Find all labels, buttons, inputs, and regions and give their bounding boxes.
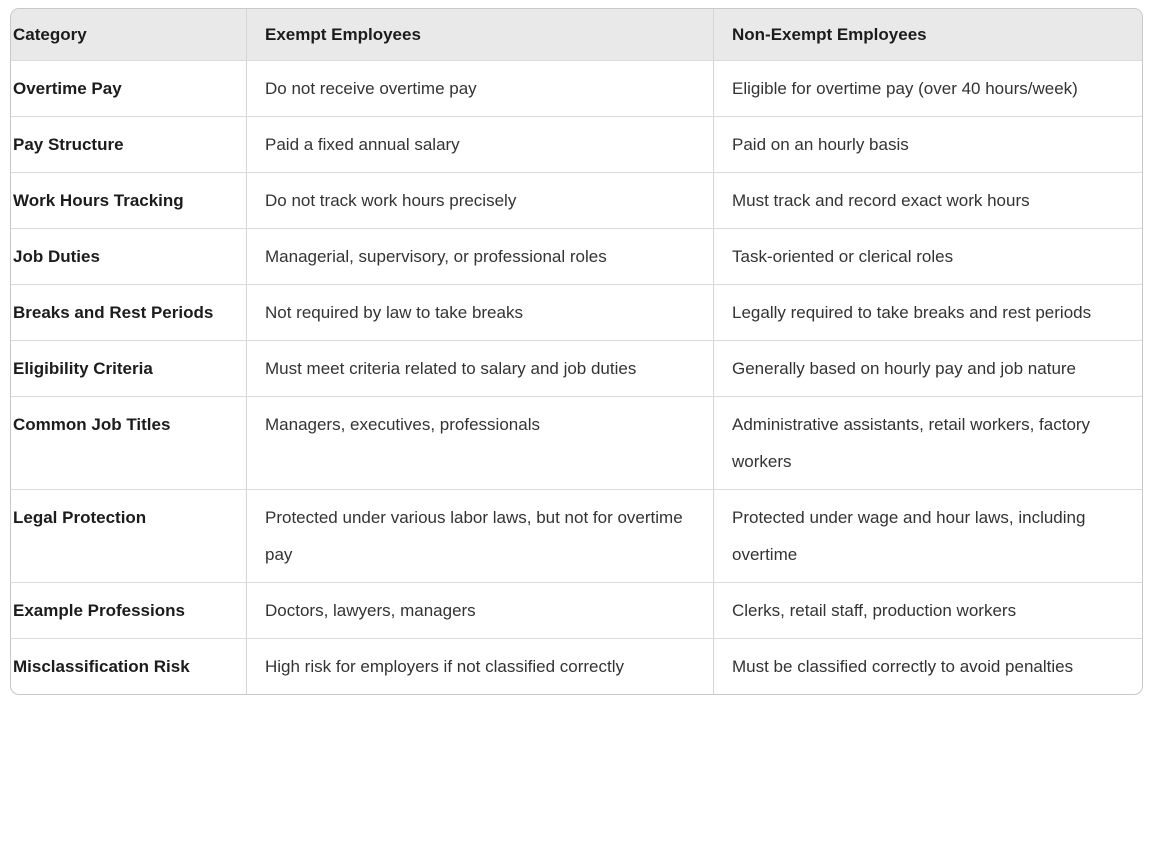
cell-category: Common Job Titles [11,396,246,489]
table-row: Breaks and Rest Periods Not required by … [11,284,1142,340]
table-row: Common Job Titles Managers, executives, … [11,396,1142,489]
cell-exempt: Do not receive overtime pay [246,60,713,116]
cell-category: Misclassification Risk [11,638,246,694]
cell-non-exempt: Protected under wage and hour laws, incl… [713,489,1142,582]
header-cell-exempt: Exempt Employees [246,9,713,60]
exempt-vs-nonexempt-table: Category Exempt Employees Non-Exempt Emp… [10,8,1143,695]
cell-non-exempt: Must track and record exact work hours [713,172,1142,228]
cell-exempt: Must meet criteria related to salary and… [246,340,713,396]
header-cell-non-exempt: Non-Exempt Employees [713,9,1142,60]
cell-category: Legal Protection [11,489,246,582]
cell-non-exempt: Must be classified correctly to avoid pe… [713,638,1142,694]
header-cell-category: Category [11,9,246,60]
cell-category: Eligibility Criteria [11,340,246,396]
cell-non-exempt: Eligible for overtime pay (over 40 hours… [713,60,1142,116]
table-header: Category Exempt Employees Non-Exempt Emp… [11,9,1142,60]
cell-category: Pay Structure [11,116,246,172]
table-row: Eligibility Criteria Must meet criteria … [11,340,1142,396]
comparison-table-container: Category Exempt Employees Non-Exempt Emp… [10,8,1143,695]
cell-category: Overtime Pay [11,60,246,116]
cell-non-exempt: Generally based on hourly pay and job na… [713,340,1142,396]
cell-exempt: Do not track work hours precisely [246,172,713,228]
cell-exempt: Not required by law to take breaks [246,284,713,340]
table-row: Pay Structure Paid a fixed annual salary… [11,116,1142,172]
cell-category: Breaks and Rest Periods [11,284,246,340]
cell-category: Job Duties [11,228,246,284]
header-row: Category Exempt Employees Non-Exempt Emp… [11,9,1142,60]
cell-exempt: Doctors, lawyers, managers [246,582,713,638]
cell-exempt: Paid a fixed annual salary [246,116,713,172]
cell-category: Work Hours Tracking [11,172,246,228]
cell-non-exempt: Paid on an hourly basis [713,116,1142,172]
cell-category: Example Professions [11,582,246,638]
cell-non-exempt: Clerks, retail staff, production workers [713,582,1142,638]
table-row: Legal Protection Protected under various… [11,489,1142,582]
cell-exempt: Managers, executives, professionals [246,396,713,489]
cell-exempt: Managerial, supervisory, or professional… [246,228,713,284]
table-row: Overtime Pay Do not receive overtime pay… [11,60,1142,116]
table-row: Example Professions Doctors, lawyers, ma… [11,582,1142,638]
cell-exempt: High risk for employers if not classifie… [246,638,713,694]
cell-exempt: Protected under various labor laws, but … [246,489,713,582]
table-body: Overtime Pay Do not receive overtime pay… [11,60,1142,694]
table-row: Job Duties Managerial, supervisory, or p… [11,228,1142,284]
table-row: Work Hours Tracking Do not track work ho… [11,172,1142,228]
cell-non-exempt: Task-oriented or clerical roles [713,228,1142,284]
cell-non-exempt: Legally required to take breaks and rest… [713,284,1142,340]
table-row: Misclassification Risk High risk for emp… [11,638,1142,694]
cell-non-exempt: Administrative assistants, retail worker… [713,396,1142,489]
